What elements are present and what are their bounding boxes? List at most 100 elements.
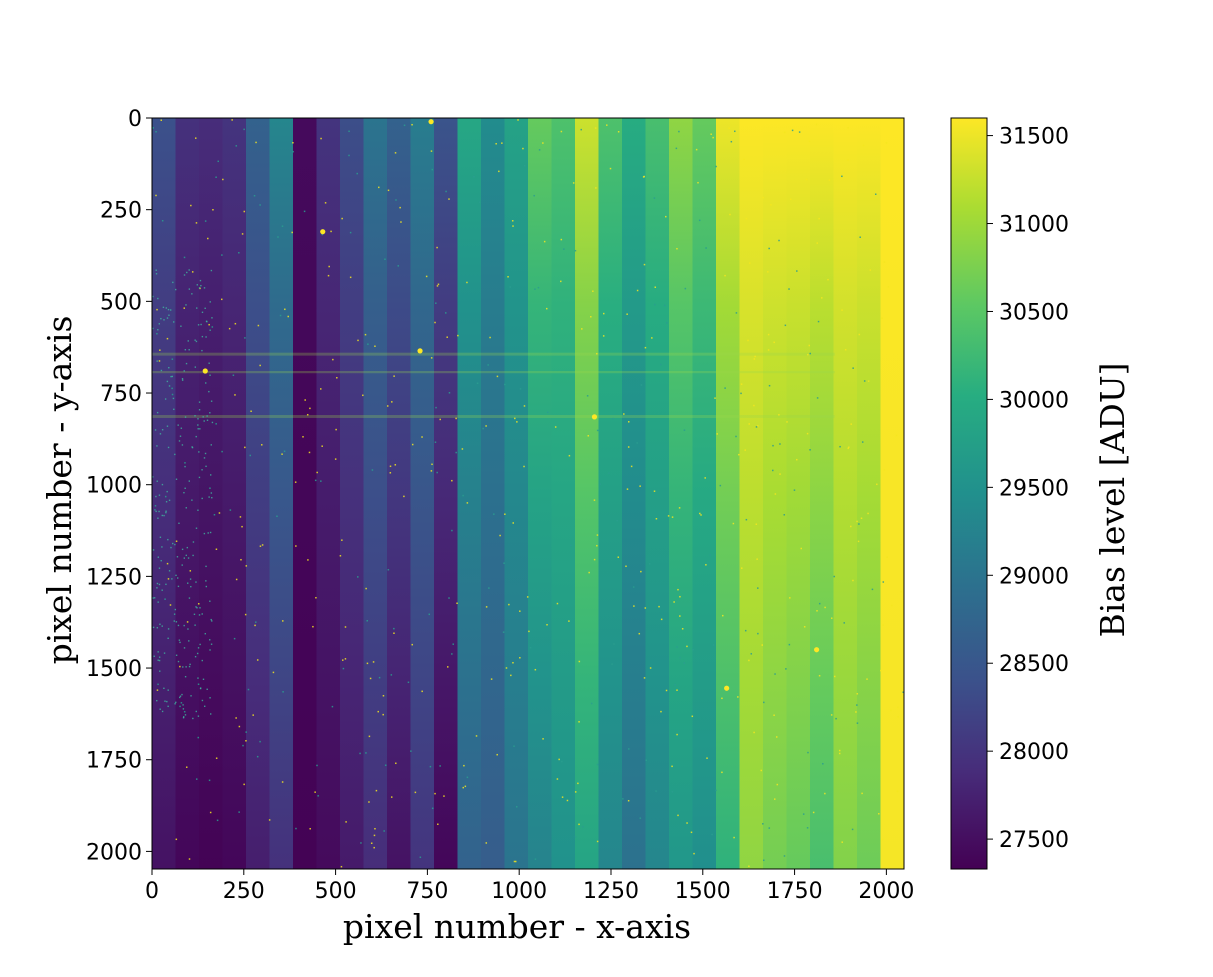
noise-pixel [187, 628, 189, 630]
noise-pixel [165, 510, 167, 512]
noise-pixel [546, 623, 548, 626]
noise-pixel [197, 683, 200, 686]
noise-pixel [783, 514, 786, 516]
noise-pixel [861, 792, 863, 795]
noise-pixel [183, 307, 186, 309]
noise-pixel [897, 706, 899, 709]
noise-pixel [617, 556, 620, 558]
noise-pixel [181, 379, 184, 381]
noise-pixel [268, 819, 271, 821]
noise-pixel [841, 309, 843, 311]
noise-pixel [156, 689, 159, 691]
noise-pixel [592, 290, 594, 292]
noise-pixel [377, 710, 379, 713]
noise-pixel [186, 621, 189, 623]
noise-pixel [495, 142, 497, 145]
y-tick-label: 500 [100, 290, 142, 315]
amplifier-column [269, 118, 294, 869]
noise-pixel [636, 289, 639, 292]
noise-pixel [168, 366, 170, 369]
noise-pixel [156, 627, 159, 629]
noise-pixel [856, 722, 859, 724]
noise-pixel [485, 842, 488, 844]
noise-pixel [738, 453, 740, 456]
colorbar-tick-label: 28500 [999, 652, 1069, 677]
noise-pixel [677, 814, 679, 817]
noise-pixel [900, 628, 903, 630]
noise-pixel [167, 308, 170, 311]
noise-pixel [170, 375, 172, 378]
noise-pixel [881, 317, 883, 319]
noise-pixel [436, 471, 438, 474]
noise-pixel [428, 613, 431, 616]
noise-pixel [304, 399, 306, 401]
noise-pixel [807, 353, 809, 356]
noise-pixel [421, 436, 423, 438]
noise-pixel [166, 562, 169, 565]
noise-pixel [783, 131, 786, 134]
noise-pixel [770, 204, 772, 206]
noise-pixel [281, 781, 284, 783]
noise-pixel [768, 247, 770, 250]
noise-pixel [156, 332, 158, 335]
noise-pixel [166, 317, 169, 319]
noise-pixel [393, 627, 395, 630]
noise-pixel [816, 242, 818, 244]
noise-pixel [156, 308, 158, 311]
noise-pixel [369, 677, 372, 680]
noise-pixel [169, 309, 172, 311]
noise-pixel [721, 771, 723, 774]
noise-pixel [671, 516, 674, 518]
noise-pixel [167, 705, 169, 708]
noise-pixel [308, 451, 311, 454]
noise-pixel [208, 496, 210, 498]
noise-pixel [183, 557, 186, 559]
noise-pixel [387, 569, 390, 571]
noise-pixel [183, 647, 186, 649]
noise-pixel [534, 288, 536, 290]
noise-pixel [496, 375, 499, 378]
noise-pixel [543, 240, 546, 243]
noise-pixel [882, 624, 884, 626]
noise-pixel [866, 678, 868, 680]
noise-pixel [660, 710, 662, 713]
noise-pixel [158, 656, 161, 658]
noise-pixel [160, 119, 163, 121]
noise-pixel [182, 666, 184, 668]
noise-pixel [306, 413, 309, 416]
colorbar-label: Bias level [ADU] [1093, 362, 1132, 637]
noise-pixel [196, 652, 199, 655]
noise-pixel [514, 417, 516, 420]
noise-pixel [175, 838, 178, 841]
noise-pixel [215, 757, 218, 759]
noise-pixel [253, 194, 256, 197]
colorbar: 27500 28000 28500 29000 29500 30000 30500 31000… [950, 117, 1132, 870]
noise-pixel [430, 470, 433, 472]
noise-pixel [611, 663, 613, 665]
noise-pixel [156, 587, 158, 589]
noise-pixel [830, 617, 833, 619]
noise-pixel [212, 208, 214, 211]
noise-pixel [203, 420, 205, 422]
noise-pixel [182, 708, 185, 710]
noise-pixel [444, 312, 447, 314]
noise-pixel [560, 280, 562, 283]
noise-pixel [157, 556, 160, 558]
noise-pixel [203, 532, 206, 535]
noise-pixel [722, 614, 724, 617]
noise-pixel [774, 493, 777, 495]
noise-pixel [185, 766, 188, 768]
noise-pixel [876, 483, 878, 486]
noise-pixel [387, 189, 390, 192]
noise-pixel [162, 306, 165, 309]
noise-pixel [204, 705, 206, 707]
noise-pixel [747, 339, 749, 342]
noise-pixel [852, 579, 854, 582]
noise-pixel [366, 619, 369, 622]
amplifier-column [457, 118, 482, 869]
noise-pixel [665, 215, 667, 218]
noise-pixel [209, 713, 212, 715]
noise-pixel [711, 833, 713, 836]
noise-pixel [259, 545, 262, 547]
